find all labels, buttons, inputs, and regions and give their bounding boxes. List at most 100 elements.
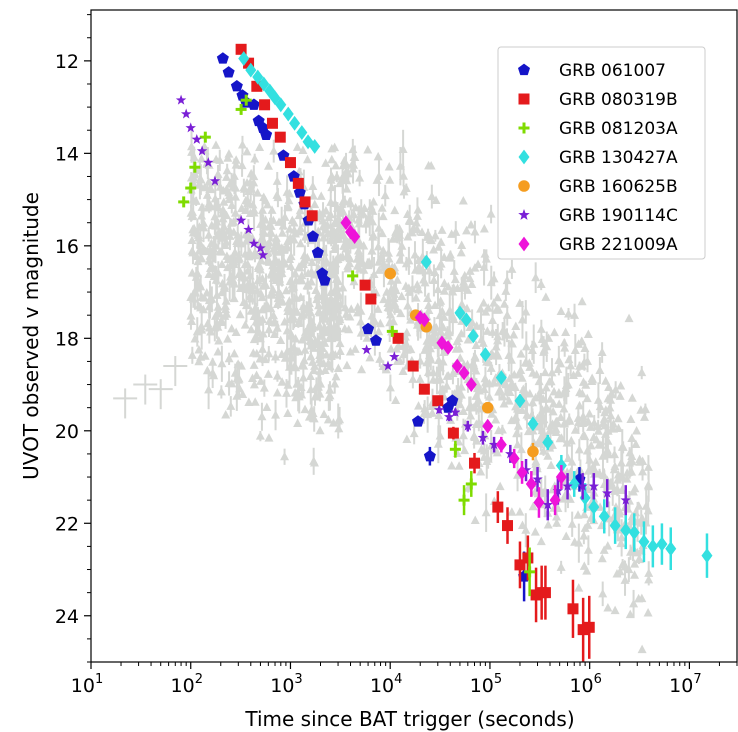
background-marker	[481, 307, 491, 316]
background-marker	[365, 352, 375, 362]
background-point	[273, 188, 283, 208]
background-marker	[272, 387, 282, 397]
background-point	[335, 406, 345, 433]
background-marker	[352, 261, 362, 270]
background-marker	[217, 227, 227, 236]
background-point	[471, 365, 481, 375]
data-point	[230, 79, 243, 92]
background-point	[392, 304, 402, 314]
background-point	[604, 501, 614, 537]
y-tick-label: 20	[55, 421, 79, 443]
background-marker	[627, 393, 637, 402]
data-point	[361, 344, 372, 355]
background-marker	[406, 315, 416, 324]
background-point	[480, 367, 490, 399]
background-point	[603, 603, 613, 612]
background-marker	[546, 460, 556, 469]
background-point	[213, 261, 223, 285]
background-point	[391, 395, 401, 405]
background-point	[244, 397, 254, 406]
background-point	[248, 199, 258, 209]
background-marker	[306, 384, 316, 394]
background-point	[195, 279, 205, 288]
background-point	[314, 306, 324, 316]
background-marker	[447, 461, 457, 470]
background-point	[556, 306, 566, 316]
background-point	[249, 360, 259, 369]
background-marker	[398, 144, 408, 153]
background-marker	[374, 223, 384, 232]
background-marker	[373, 304, 383, 313]
legend-entry: GRB 190114C	[518, 206, 678, 226]
background-marker	[317, 348, 327, 357]
background-marker	[338, 160, 348, 170]
background-marker	[476, 466, 486, 476]
background-marker	[617, 485, 627, 494]
background-point	[564, 354, 574, 364]
background-marker	[327, 143, 337, 153]
background-marker	[589, 432, 599, 442]
background-marker	[195, 174, 205, 184]
background-point	[458, 196, 468, 205]
background-point	[458, 406, 468, 415]
data-point	[620, 522, 632, 538]
background-marker	[231, 192, 241, 201]
data-point	[196, 145, 208, 156]
background-point	[438, 384, 448, 393]
background-marker	[188, 294, 198, 303]
background-marker	[297, 360, 307, 370]
background-point	[248, 373, 258, 382]
background-point	[214, 335, 224, 345]
background-marker	[339, 230, 349, 240]
data-point	[191, 133, 203, 144]
data-point	[588, 480, 600, 491]
background-point	[200, 182, 210, 192]
background-point	[507, 259, 517, 279]
background-marker	[544, 333, 554, 342]
background-marker	[213, 302, 223, 311]
background-marker	[435, 430, 445, 440]
background-point	[345, 346, 355, 356]
background-point	[612, 568, 622, 578]
background-marker	[493, 335, 503, 345]
background-marker	[263, 301, 273, 310]
background-point	[637, 644, 647, 654]
background-marker	[434, 242, 444, 251]
background-marker	[236, 361, 246, 370]
background-point	[447, 461, 457, 470]
background-marker	[530, 527, 540, 536]
background-marker	[433, 439, 443, 448]
background-marker	[630, 559, 640, 568]
background-marker	[622, 474, 632, 483]
data-point	[222, 66, 235, 78]
background-point	[482, 357, 492, 366]
background-marker	[458, 406, 468, 415]
background-point	[439, 278, 449, 288]
background-point	[263, 199, 273, 209]
background-marker	[392, 228, 402, 238]
background-point	[380, 184, 390, 207]
background-point	[233, 375, 243, 384]
background-marker	[577, 296, 587, 306]
background-marker	[394, 341, 404, 350]
background-marker	[547, 367, 557, 377]
background-point	[368, 225, 378, 250]
background-marker	[473, 383, 483, 393]
background-point	[331, 254, 341, 264]
background-point	[451, 221, 461, 244]
background-point	[221, 172, 231, 181]
background-marker	[617, 532, 627, 542]
background-point	[449, 260, 459, 283]
background-point	[204, 177, 214, 186]
background-marker	[331, 254, 341, 264]
background-point	[442, 379, 452, 393]
background-point	[227, 323, 237, 333]
legend-entry: GRB 061007	[517, 61, 666, 81]
background-marker	[414, 401, 424, 410]
background-point	[638, 463, 648, 481]
data-point	[248, 238, 260, 248]
background-point	[356, 292, 366, 331]
series-grb-190114c	[175, 94, 631, 521]
background-marker	[199, 293, 209, 302]
background-marker	[427, 408, 437, 417]
